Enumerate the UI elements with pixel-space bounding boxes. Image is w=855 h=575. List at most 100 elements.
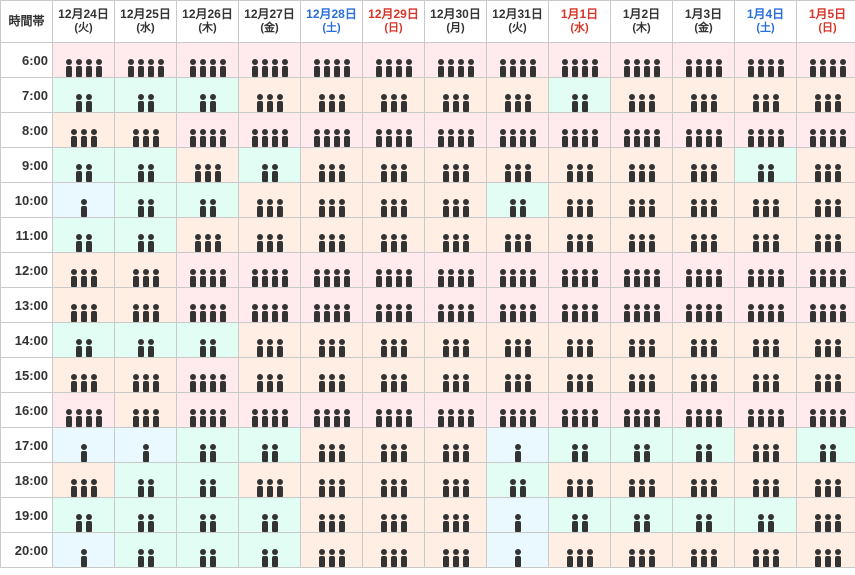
crowd-level-2-icon (673, 498, 734, 532)
slot-cell (487, 218, 549, 253)
column-header-day-3: 12月27日(金) (239, 1, 301, 43)
crowd-level-2-icon (115, 78, 176, 112)
crowd-level-2-icon (177, 463, 238, 497)
crowd-level-4-icon (611, 43, 672, 77)
slot-cell (363, 288, 425, 323)
crowd-level-4-icon (673, 113, 734, 147)
crowd-level-3-icon (301, 533, 362, 567)
slot-cell (425, 428, 487, 463)
slot-cell (673, 218, 735, 253)
slot-cell (53, 463, 115, 498)
crowd-level-2-icon (53, 148, 114, 182)
slot-cell (177, 393, 239, 428)
crowd-level-4-icon (239, 288, 300, 322)
slot-cell (487, 498, 549, 533)
slot-cell (797, 43, 855, 78)
slot-cell (115, 183, 177, 218)
crowd-level-3-icon (363, 463, 424, 497)
slot-cell (301, 463, 363, 498)
crowd-level-4-icon (549, 43, 610, 77)
crowd-level-3-icon (797, 183, 855, 217)
slot-cell (177, 323, 239, 358)
crowd-level-4-icon (673, 253, 734, 287)
slot-cell (673, 498, 735, 533)
slot-cell (301, 183, 363, 218)
slot-cell (177, 183, 239, 218)
column-header-day-4: 12月28日(土) (301, 1, 363, 43)
slot-cell (673, 78, 735, 113)
crowd-level-2-icon (797, 428, 855, 462)
crowd-level-3-icon (611, 78, 672, 112)
slot-cell (797, 533, 855, 568)
slot-cell (53, 428, 115, 463)
crowd-level-3-icon (239, 358, 300, 392)
slot-cell (797, 498, 855, 533)
crowd-level-3-icon (735, 218, 796, 252)
crowd-level-3-icon (115, 253, 176, 287)
row-header-time: 20:00 (1, 533, 53, 568)
crowd-level-4-icon (797, 288, 855, 322)
slot-cell (673, 183, 735, 218)
crowd-level-2-icon (177, 498, 238, 532)
slot-cell (177, 428, 239, 463)
crowd-level-3-icon (239, 183, 300, 217)
crowd-level-2-icon (115, 218, 176, 252)
crowd-level-3-icon (53, 463, 114, 497)
crowd-level-4-icon (549, 393, 610, 427)
crowd-level-2-icon (611, 428, 672, 462)
crowd-level-4-icon (487, 113, 548, 147)
slot-cell (487, 253, 549, 288)
slot-cell (239, 533, 301, 568)
crowd-level-2-icon (177, 323, 238, 357)
slot-cell (549, 78, 611, 113)
slot-cell (425, 218, 487, 253)
crowd-level-3-icon (53, 253, 114, 287)
slot-cell (115, 358, 177, 393)
slot-cell (115, 428, 177, 463)
crowd-level-2-icon (53, 498, 114, 532)
slot-cell (549, 358, 611, 393)
crowd-level-2-icon (115, 148, 176, 182)
slot-cell (549, 288, 611, 323)
crowd-level-3-icon (797, 358, 855, 392)
slot-cell (363, 148, 425, 183)
slot-cell (363, 463, 425, 498)
slot-cell (301, 148, 363, 183)
slot-cell (425, 463, 487, 498)
crowd-level-3-icon (487, 358, 548, 392)
crowd-level-3-icon (797, 498, 855, 532)
crowd-level-3-icon (301, 463, 362, 497)
slot-cell (797, 428, 855, 463)
crowd-level-3-icon (115, 358, 176, 392)
slot-cell (549, 218, 611, 253)
slot-cell (487, 148, 549, 183)
slot-cell (735, 358, 797, 393)
crowd-level-3-icon (425, 533, 486, 567)
slot-cell (363, 358, 425, 393)
slot-cell (53, 113, 115, 148)
slot-cell (363, 78, 425, 113)
slot-cell (425, 288, 487, 323)
slot-cell (735, 148, 797, 183)
slot-cell (487, 393, 549, 428)
crowd-level-4-icon (549, 288, 610, 322)
crowd-level-4-icon (363, 253, 424, 287)
crowd-level-3-icon (549, 463, 610, 497)
crowd-level-3-icon (549, 218, 610, 252)
slot-cell (115, 253, 177, 288)
row-header-time: 14:00 (1, 323, 53, 358)
crowd-level-4-icon (487, 288, 548, 322)
crowd-level-1-icon (487, 428, 548, 462)
slot-cell (425, 43, 487, 78)
crowd-level-3-icon (797, 323, 855, 357)
slot-cell (239, 113, 301, 148)
crowd-level-3-icon (797, 78, 855, 112)
slot-cell (425, 253, 487, 288)
slot-cell (611, 323, 673, 358)
slot-cell (363, 253, 425, 288)
slot-cell (115, 323, 177, 358)
slot-cell (797, 323, 855, 358)
slot-cell (363, 183, 425, 218)
slot-cell (115, 463, 177, 498)
crowd-level-3-icon (425, 463, 486, 497)
